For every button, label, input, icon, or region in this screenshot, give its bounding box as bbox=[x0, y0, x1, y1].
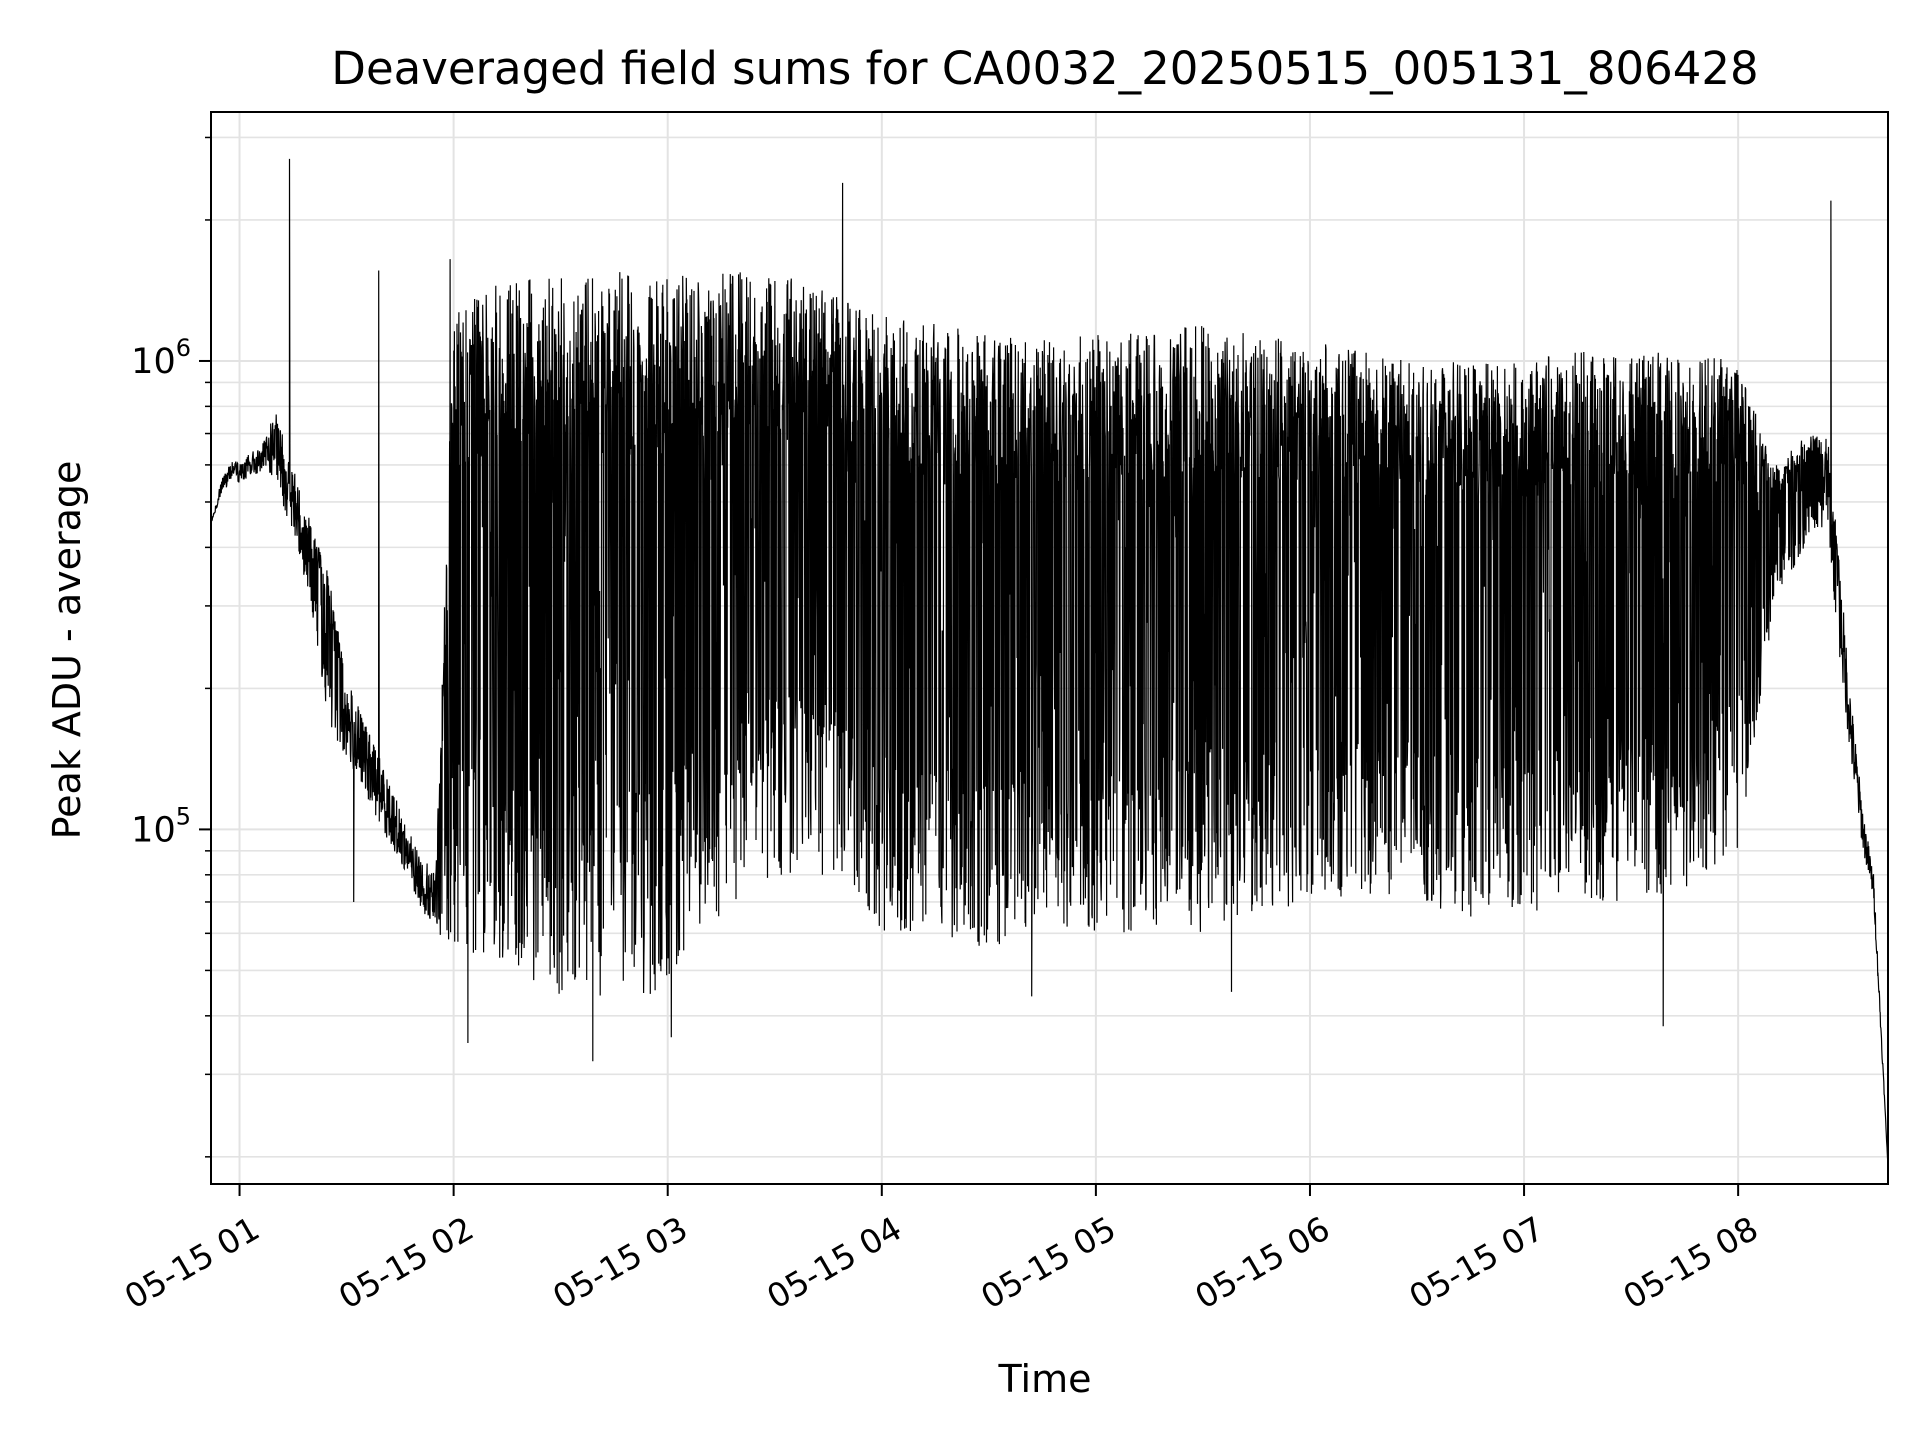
y-tick-label: 105 bbox=[131, 802, 191, 850]
plot-frame bbox=[210, 111, 1889, 1185]
x-axis-label: Time bbox=[998, 1357, 1092, 1401]
y-axis: 105 106 bbox=[131, 136, 211, 1158]
y-axis-label: Peak ADU - average bbox=[45, 461, 89, 840]
y-tick-label: 106 bbox=[131, 334, 191, 382]
chart-title: Deaveraged field sums for CA0032_2025051… bbox=[331, 42, 1758, 95]
series-path bbox=[210, 158, 1889, 1168]
series-line bbox=[210, 158, 1889, 1168]
